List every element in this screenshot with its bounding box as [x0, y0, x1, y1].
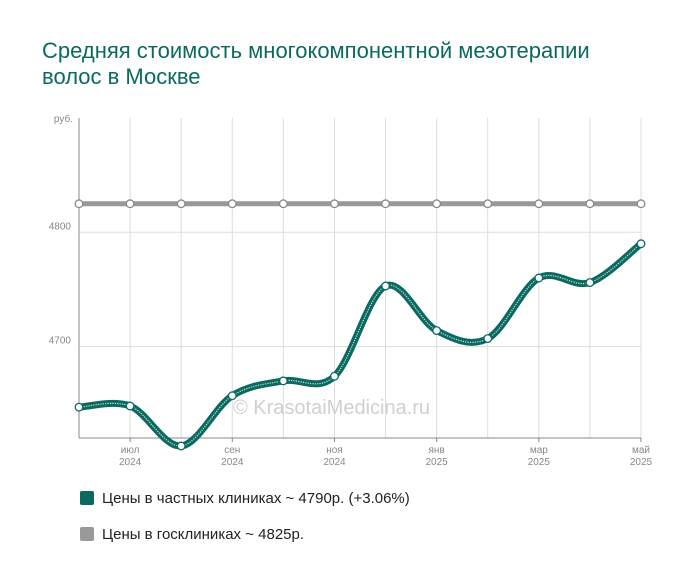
data-point-public	[585, 199, 595, 209]
x-tick-label-year: 2025	[630, 457, 653, 468]
axis-layer: 47004800руб.июл2024сен2024ноя2024янв2025…	[49, 113, 653, 468]
data-point-private	[74, 402, 84, 412]
data-point-private	[534, 273, 544, 283]
data-point-private	[636, 239, 646, 249]
data-point-private	[330, 371, 339, 381]
legend-label-public: Цены в госклиниках ~ 4825р.	[102, 525, 305, 543]
x-tick-label-year: 2025	[528, 457, 551, 468]
data-point-public	[381, 199, 390, 209]
x-tick-label-year: 2024	[323, 457, 346, 468]
x-tick-label-month: июл	[121, 445, 140, 456]
legend-swatch-public	[80, 527, 94, 541]
x-tick-label-month: янв	[429, 445, 445, 456]
data-point-private	[432, 326, 442, 336]
chart-title: Средняя стоимость многокомпонентной мезо…	[42, 38, 590, 89]
data-point-public	[432, 199, 442, 209]
data-point-public	[278, 199, 288, 209]
data-point-public	[227, 199, 237, 209]
data-point-private	[227, 391, 237, 401]
data-point-public	[125, 199, 135, 209]
legend-label-private: Цены в частных клиниках ~ 4790р. (+3.06%…	[102, 489, 410, 507]
data-point-public	[74, 199, 84, 209]
x-tick-label-month: сен	[224, 445, 240, 456]
data-point-private	[483, 334, 493, 344]
legend-swatch-private	[80, 491, 94, 505]
x-tick-label-year: 2024	[221, 457, 244, 468]
y-tick-label: 4700	[49, 336, 72, 347]
legend-item-public[interactable]: Цены в госклиниках ~ 4825р.	[80, 524, 410, 544]
data-point-public	[483, 199, 493, 209]
data-point-private	[381, 281, 390, 291]
x-tick-label-month: мар	[530, 445, 548, 456]
y-unit-label: руб.	[54, 113, 73, 125]
y-tick-label: 4800	[49, 221, 72, 232]
data-point-private	[176, 441, 186, 451]
x-tick-label-month: ноя	[326, 445, 343, 456]
data-point-public	[534, 199, 544, 209]
data-point-private	[125, 401, 135, 411]
x-tick-label-year: 2025	[426, 457, 449, 468]
data-point-private	[585, 278, 595, 288]
data-point-public	[176, 199, 186, 209]
legend: Цены в частных клиниках ~ 4790р. (+3.06%…	[80, 488, 410, 560]
legend-item-private[interactable]: Цены в частных клиниках ~ 4790р. (+3.06%…	[80, 488, 410, 508]
data-point-public	[330, 199, 339, 209]
data-point-private	[278, 376, 288, 386]
grid-layer	[78, 118, 642, 438]
data-point-public	[636, 199, 646, 209]
watermark: © KrasotaiMedicina.ru	[233, 397, 431, 419]
x-tick-label-month: май	[632, 445, 650, 456]
x-tick-label-year: 2024	[119, 457, 142, 468]
point-layer	[74, 199, 646, 451]
